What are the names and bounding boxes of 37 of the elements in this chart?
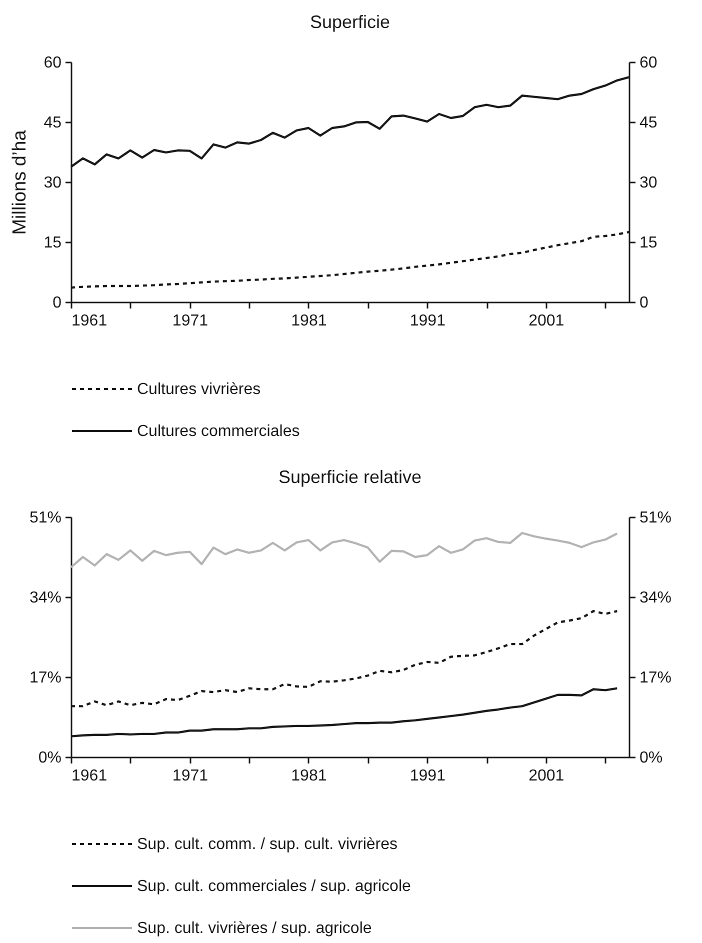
x-tick-label: 2001 <box>528 312 564 330</box>
legend-label: Sup. cult. vivrières / sup. agricole <box>137 920 372 937</box>
y2-tick-label: 51% <box>640 510 672 526</box>
y-tick-label: 0 <box>52 294 62 312</box>
x-tick-label: 1971 <box>172 312 208 330</box>
line-series <box>70 532 618 568</box>
legend-label: Cultures vivrières <box>137 381 261 398</box>
x-tick-label: 1981 <box>291 312 327 330</box>
y-tick-label: 17% <box>29 670 62 686</box>
y-tick-label: 30 <box>44 174 62 192</box>
legend-label: Cultures commerciales <box>137 423 300 440</box>
x-tick-label: 2001 <box>528 768 564 784</box>
y2-tick-label: 0% <box>640 750 663 766</box>
y-tick-label: 15 <box>44 234 62 252</box>
y-tick-label: 45 <box>44 114 62 132</box>
x-tick-label: 1961 <box>72 312 108 330</box>
y-tick-label: 34% <box>29 590 62 606</box>
y2-tick-label: 30 <box>640 174 658 192</box>
y2-tick-label: 15 <box>640 234 658 252</box>
legend-label: Sup. cult. commerciales / sup. agricole <box>137 878 411 895</box>
x-tick-label: 1981 <box>291 768 327 784</box>
y-tick-label: 60 <box>44 54 62 72</box>
y2-tick-label: 34% <box>640 590 672 606</box>
y2-tick-label: 45 <box>640 114 658 132</box>
y2-tick-label: 0 <box>640 294 648 312</box>
x-tick-label: 1971 <box>172 768 208 784</box>
x-tick-label: 1961 <box>72 768 108 784</box>
legend-label: Sup. cult. comm. / sup. cult. vivrières <box>137 836 398 853</box>
x-tick-label: 1991 <box>410 768 446 784</box>
chart-title: Superficie relative <box>278 467 422 487</box>
y2-tick-label: 17% <box>640 670 672 686</box>
y-axis-title: Millions d’ha <box>10 130 31 235</box>
y-tick-label: 0% <box>38 750 62 766</box>
y-tick-label: 51% <box>29 510 62 526</box>
chart-title: Superficie <box>310 12 390 32</box>
y2-tick-label: 60 <box>640 54 658 72</box>
x-tick-label: 1991 <box>410 312 446 330</box>
